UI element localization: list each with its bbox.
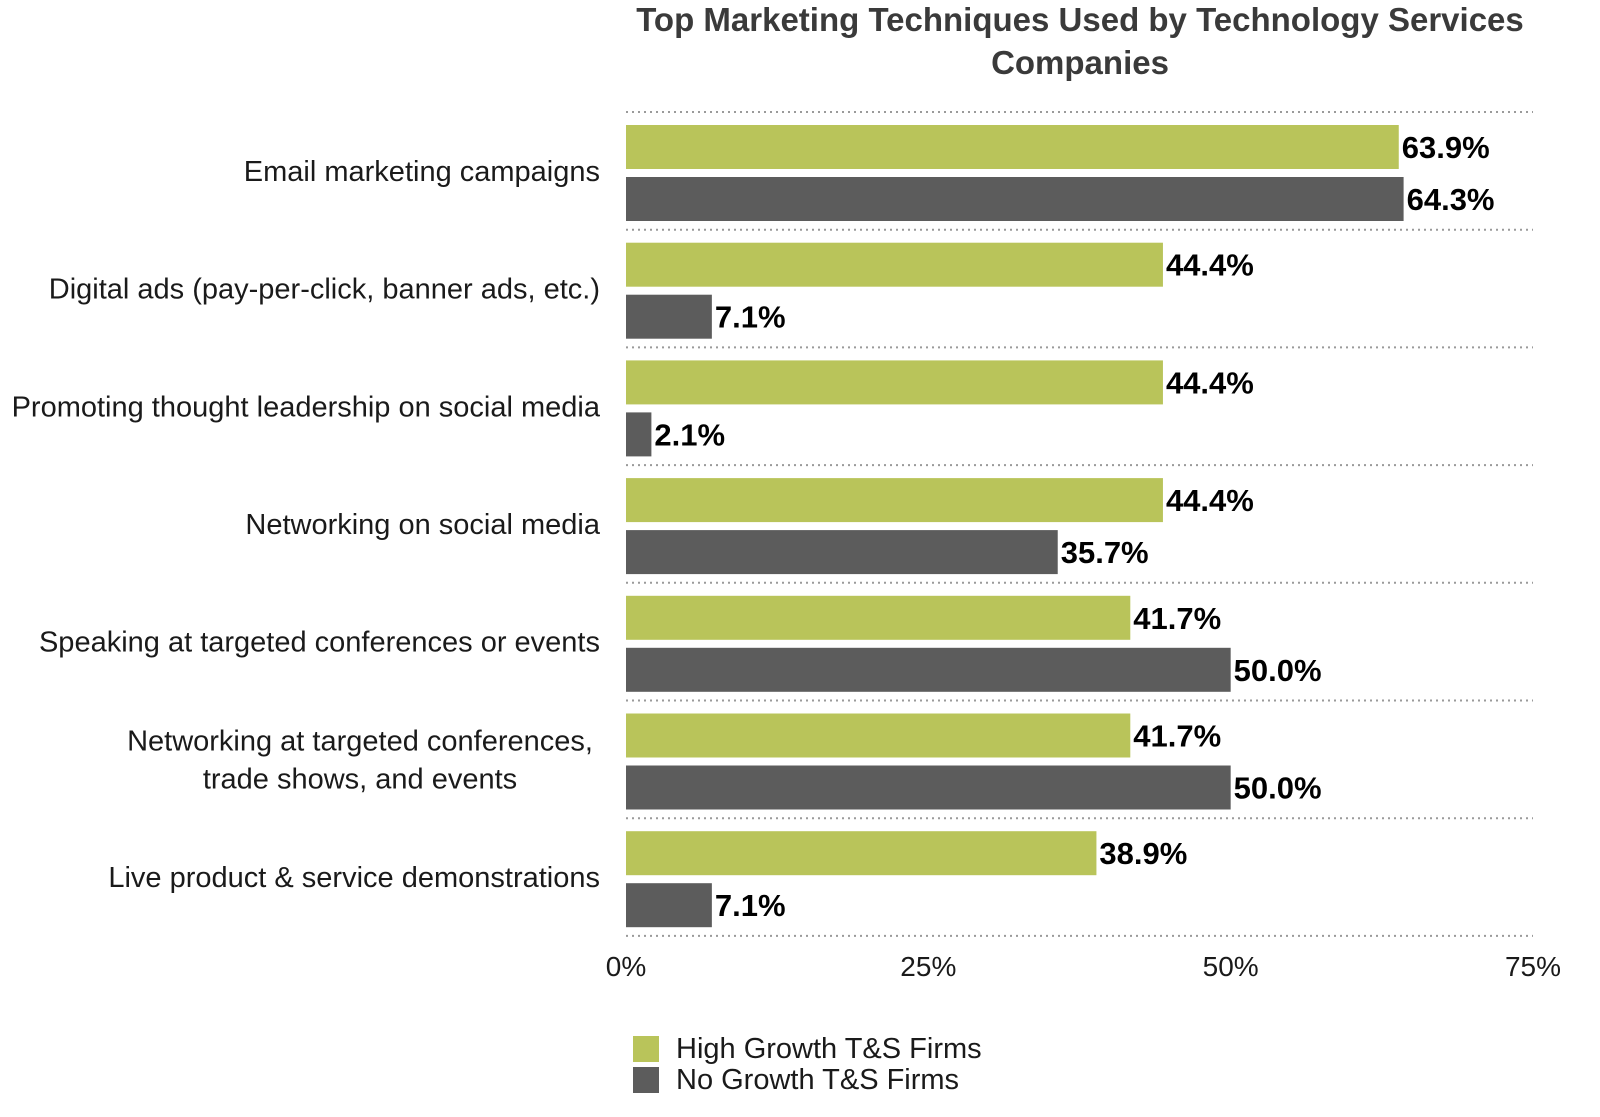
bar — [626, 530, 1058, 575]
value-label: 2.1% — [654, 417, 725, 452]
bars — [626, 125, 1404, 928]
value-label: 50.0% — [1234, 653, 1322, 688]
category-label: Networking at targeted conferences, trade… — [127, 725, 593, 795]
bar — [626, 177, 1404, 221]
chart-title-line-2: Companies — [991, 44, 1169, 81]
legend-swatch — [633, 1036, 659, 1062]
x-tick-label: 50% — [1203, 951, 1259, 982]
legend-label: High Growth T&S Firms — [676, 1033, 982, 1065]
grid-separators — [626, 111, 1533, 937]
category-labels: Email marketing campaigns Digital ads (pa… — [12, 156, 601, 894]
value-label: 50.0% — [1234, 771, 1322, 806]
bar — [626, 831, 1097, 876]
bar — [626, 360, 1163, 405]
bar — [626, 294, 712, 339]
x-tick-label: 25% — [900, 951, 956, 982]
bar — [626, 478, 1163, 523]
bar — [626, 595, 1131, 640]
bar — [626, 412, 652, 457]
value-label: 44.4% — [1166, 365, 1254, 400]
category-label: Digital ads (pay-per-click, banner ads, … — [49, 274, 600, 306]
value-label: 7.1% — [715, 300, 786, 335]
legend-label: No Growth T&S Firms — [676, 1064, 959, 1096]
legend-swatch — [633, 1067, 659, 1093]
value-label: 7.1% — [715, 888, 786, 923]
category-label: Live product & service demonstrations — [108, 862, 600, 894]
bar — [626, 765, 1231, 810]
value-labels: 63.9% 64.3% 44.4% 7.1% 44.4% 2.1% 44.4% 35.7% 41… — [654, 130, 1494, 923]
chart-title-line-1: Top Marketing Techniques Used by Technol… — [636, 1, 1524, 38]
value-label: 64.3% — [1407, 182, 1495, 217]
value-label: 38.9% — [1099, 836, 1187, 871]
value-label: 41.7% — [1133, 601, 1221, 636]
x-tick-label: 75% — [1505, 951, 1561, 982]
bar — [626, 242, 1163, 287]
category-label: Speaking at targeted conferences or even… — [39, 627, 600, 659]
value-label: 44.4% — [1166, 483, 1254, 518]
value-label: 41.7% — [1133, 719, 1221, 754]
bar — [626, 125, 1399, 169]
chart-title: Top Marketing Techniques Used by Technol… — [636, 1, 1524, 81]
bar — [626, 713, 1131, 758]
x-axis-tick-labels: 0% 25% 50% 75% — [606, 951, 1561, 982]
value-label: 44.4% — [1166, 248, 1254, 283]
category-label: Promoting thought leadership on social m… — [12, 391, 601, 423]
bar — [626, 883, 712, 928]
bar — [626, 647, 1231, 692]
value-label: 35.7% — [1061, 535, 1149, 570]
x-tick-label: 0% — [606, 951, 646, 982]
value-label: 63.9% — [1402, 130, 1490, 165]
category-label: Email marketing campaigns — [244, 156, 600, 188]
category-label: Networking on social media — [245, 509, 600, 541]
